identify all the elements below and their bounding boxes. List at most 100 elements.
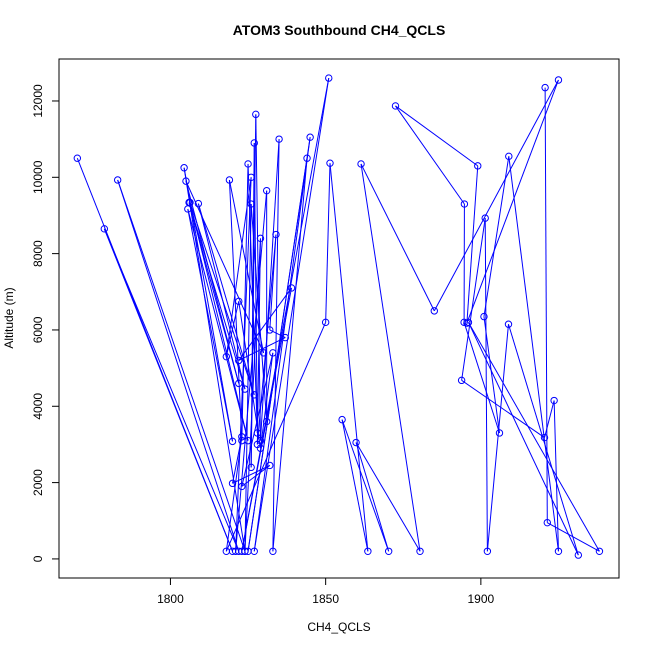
series-line-segment [235, 177, 252, 552]
y-axis-label: Altitude (m) [2, 287, 16, 348]
data-point [113, 176, 122, 184]
data-point [269, 349, 277, 357]
series-line-segment [329, 163, 369, 552]
data-point [306, 133, 314, 141]
series-line-segment [508, 324, 579, 556]
data-point [185, 198, 193, 207]
data-point [554, 76, 563, 84]
data-point [256, 234, 265, 243]
data-point [325, 74, 333, 82]
y-tick-label: 8000 [31, 240, 45, 267]
series-line-segment [244, 204, 252, 552]
y-tick-label: 12000 [31, 84, 45, 118]
series-line-segment [188, 202, 246, 390]
series-line-segment [463, 322, 500, 434]
series-line-segment [187, 208, 249, 441]
series-line-segment [355, 442, 421, 552]
y-tick-label: 2000 [31, 469, 45, 496]
series-line-segment [103, 228, 233, 552]
series-line-segment [225, 322, 327, 552]
data-point [259, 349, 268, 357]
series-line-segment [250, 203, 268, 422]
series-line-segment [241, 352, 274, 487]
data-point [247, 200, 255, 208]
data-point [550, 396, 558, 405]
series-line-segment [483, 316, 500, 434]
series-line-segment [259, 352, 274, 449]
data-point [266, 461, 274, 470]
data-point [262, 186, 271, 195]
series-line-segment [325, 163, 331, 323]
data-point [250, 139, 258, 147]
series-line-segment [232, 464, 270, 484]
data-point [480, 312, 488, 321]
data-point [262, 417, 271, 426]
data-point [73, 154, 82, 162]
series-line-segment [484, 218, 488, 552]
series-line-segment [253, 137, 311, 552]
data-point [250, 391, 258, 399]
y-tick-label: 0 [31, 555, 45, 562]
series-line-segment [461, 218, 486, 381]
series-line-segment [355, 442, 390, 552]
data-point [253, 429, 262, 437]
data-point [595, 547, 604, 555]
data-point [194, 199, 203, 208]
series-line-segment [468, 322, 600, 552]
data-point [504, 320, 513, 328]
data-point [238, 482, 246, 491]
series-line-segment [486, 324, 509, 552]
data-point [266, 326, 274, 334]
data-point [182, 177, 190, 185]
series-line-segment [341, 419, 369, 552]
data-point [225, 176, 234, 184]
data-point [250, 547, 258, 555]
series-line-segment [483, 156, 510, 317]
data-point [222, 352, 231, 361]
series-line-segment [547, 522, 600, 552]
series-line-segment [197, 203, 246, 390]
series-line-segment [228, 179, 265, 353]
data-point [457, 376, 466, 385]
data-point [364, 547, 372, 555]
data-point [281, 333, 289, 342]
data-point [554, 547, 563, 555]
series-line-segment [185, 180, 265, 354]
data-point [540, 433, 549, 442]
data-point [247, 463, 255, 472]
data-point [241, 547, 249, 555]
series-line-segment [544, 87, 548, 523]
data-point [231, 547, 240, 555]
data-point [287, 284, 296, 292]
series-line-segment [103, 228, 240, 552]
series-line-segment [187, 208, 234, 442]
series-line-segment [395, 105, 479, 167]
series-line-segment [259, 139, 280, 441]
data-point [272, 230, 280, 239]
data-point [505, 152, 513, 161]
data-layer [73, 74, 604, 559]
series-line-segment [433, 79, 559, 312]
data-point [303, 154, 311, 162]
series-line-segment [272, 139, 280, 552]
data-point [416, 547, 424, 555]
series-line-segment [461, 379, 545, 438]
data-point [228, 479, 237, 488]
data-point [252, 110, 260, 119]
data-point [235, 297, 243, 306]
series-line-segment [185, 180, 240, 384]
data-point [241, 385, 249, 393]
series-line-segment [508, 156, 559, 552]
x-tick-label: 1900 [468, 592, 495, 606]
series-line-segment [197, 203, 255, 395]
y-tick-label: 6000 [31, 316, 45, 343]
data-point [244, 160, 252, 168]
series-line-segment [544, 400, 555, 438]
series-line-segment [241, 465, 271, 487]
chart-title: ATOM3 Southbound CH4_QCLS [233, 22, 446, 38]
data-point [238, 436, 246, 445]
data-point [430, 307, 438, 315]
data-point [574, 551, 583, 559]
x-axis-label: CH4_QCLS [307, 620, 370, 634]
series-line-segment [272, 158, 308, 552]
